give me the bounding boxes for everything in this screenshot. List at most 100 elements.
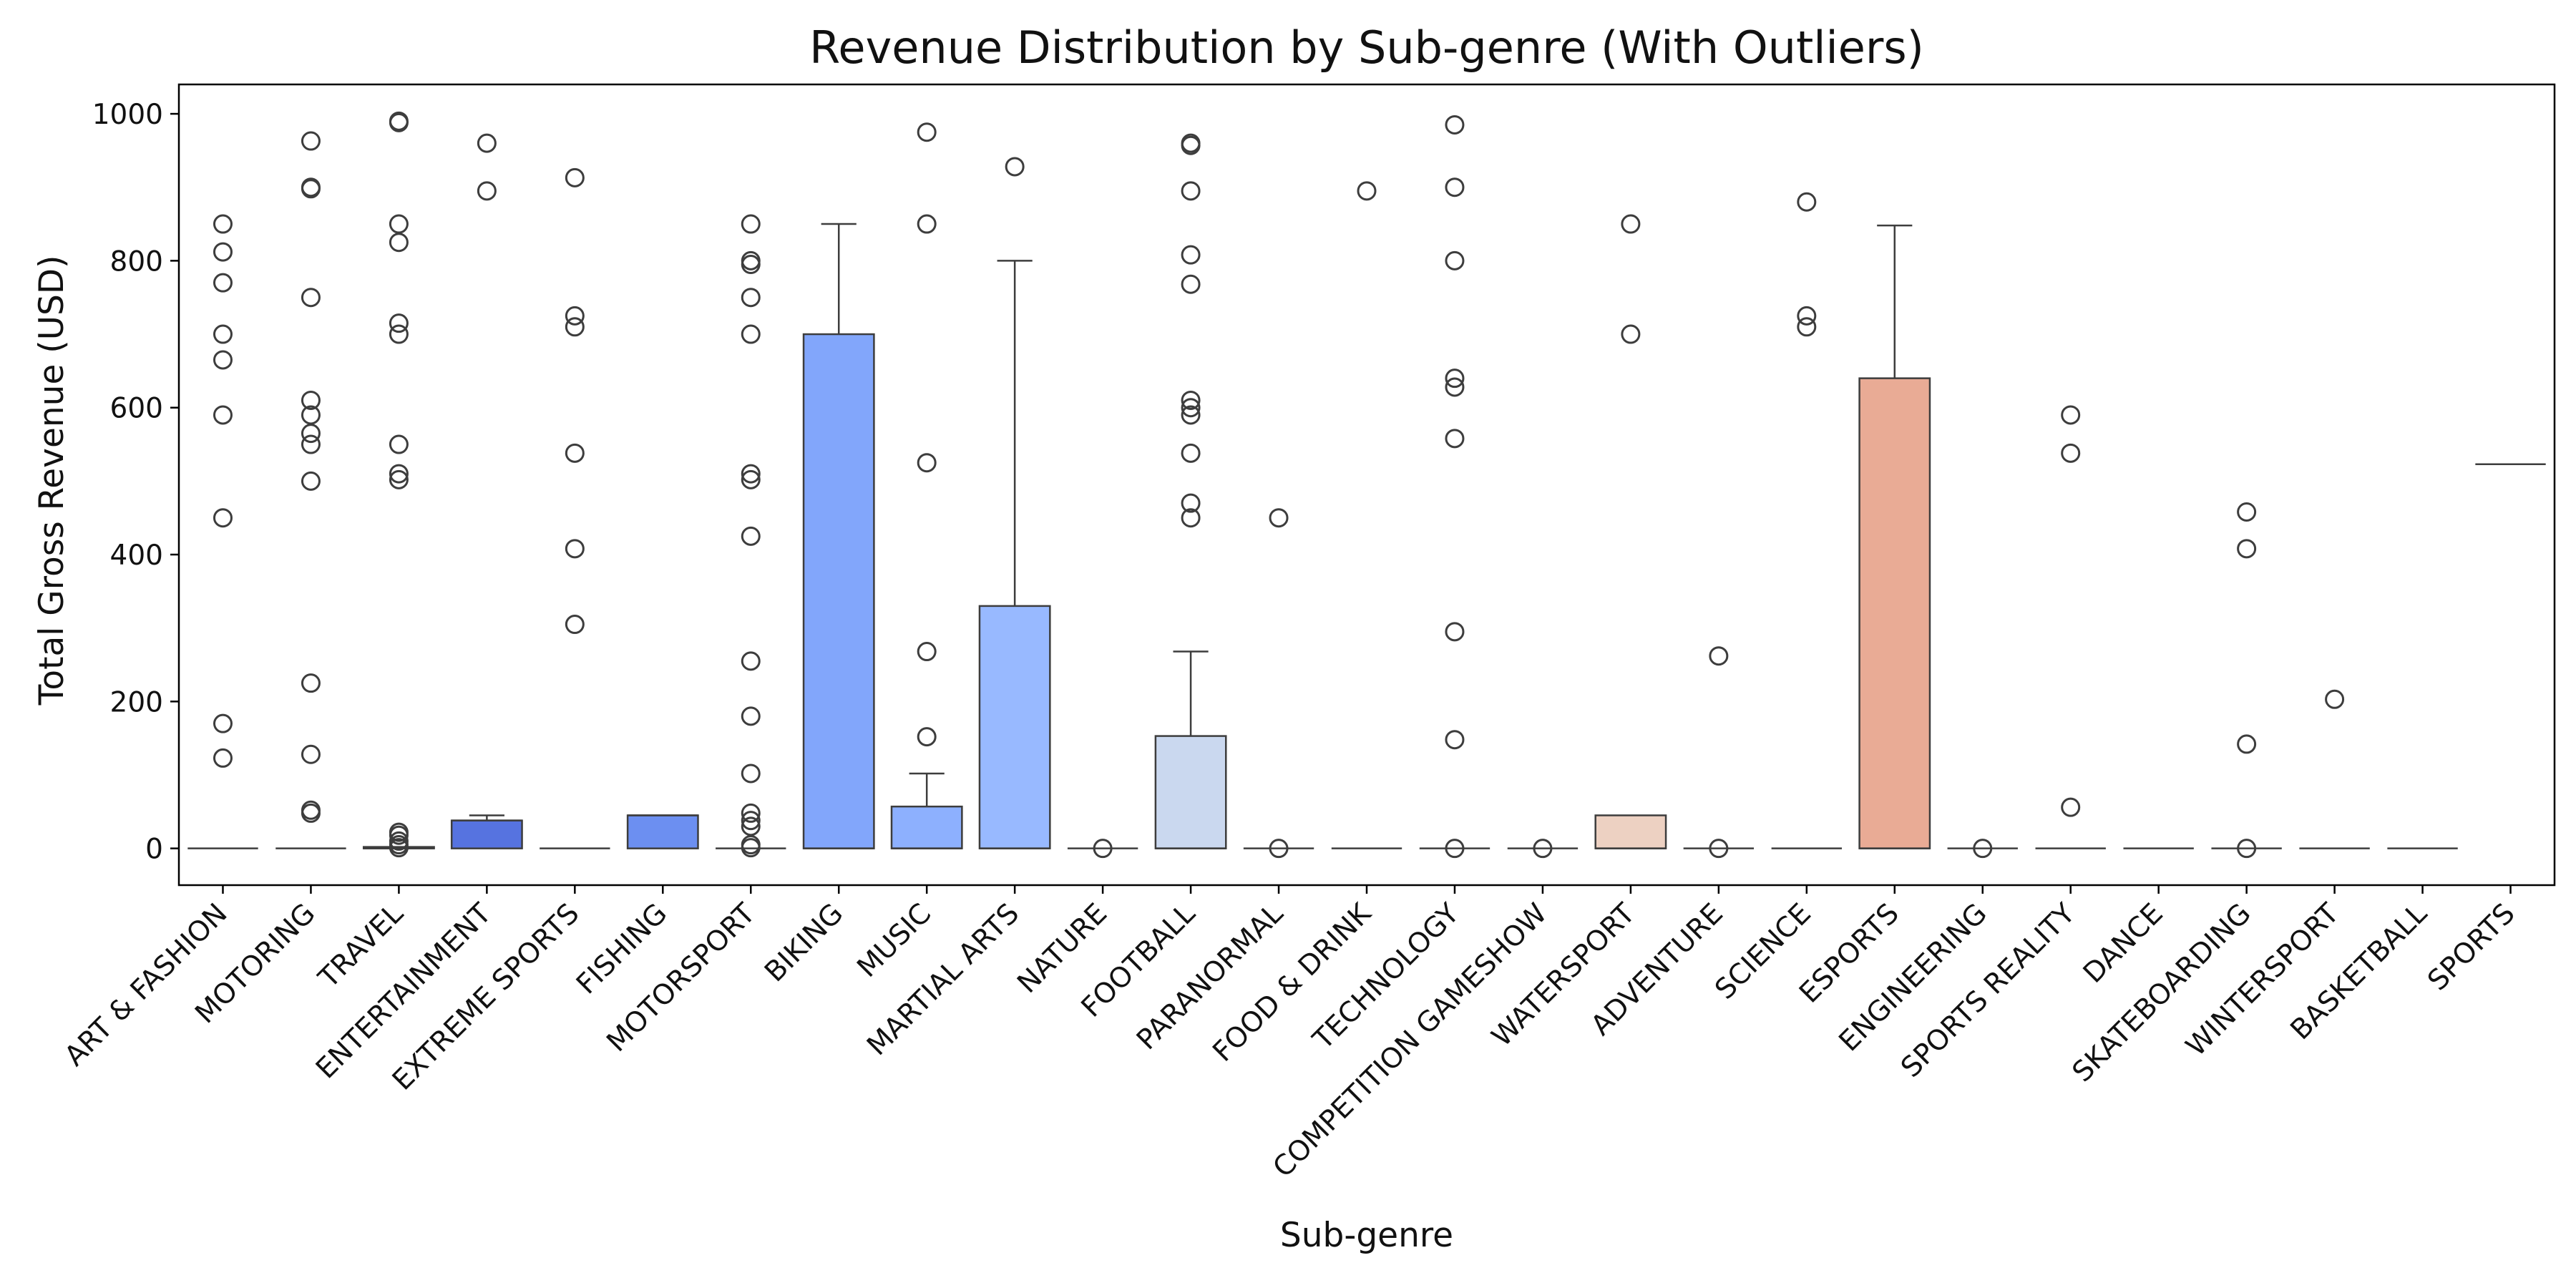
outlier-point xyxy=(1181,443,1201,463)
outlier-point xyxy=(1445,839,1465,859)
x-tick-label: BIKING xyxy=(758,897,849,988)
outlier-point xyxy=(565,615,585,635)
outlier-point xyxy=(1093,839,1113,859)
x-tick-label: MOTORSPORT xyxy=(600,897,761,1058)
y-tick-label: 400 xyxy=(110,540,163,572)
box xyxy=(450,819,523,849)
outlier-point xyxy=(1445,369,1465,389)
outlier-point xyxy=(1181,508,1201,528)
outlier-point xyxy=(1269,839,1289,859)
outlier-point xyxy=(2061,443,2081,463)
x-axis-label: Sub-genre xyxy=(1280,1216,1453,1255)
outlier-point xyxy=(1181,135,1201,155)
outlier-point xyxy=(389,838,409,858)
outlier-point xyxy=(1445,114,1465,135)
y-tick-label: 600 xyxy=(110,393,163,425)
outlier-point xyxy=(1621,324,1641,344)
outlier-point xyxy=(301,405,321,425)
outlier-point xyxy=(741,214,761,234)
outlier-point xyxy=(1445,622,1465,642)
outlier-point xyxy=(741,324,761,344)
outlier-point xyxy=(741,255,761,275)
outlier-point xyxy=(1181,398,1201,418)
outlier-point xyxy=(1797,306,1817,326)
y-tick-label: 1000 xyxy=(92,99,163,131)
outlier-point xyxy=(213,273,233,293)
box xyxy=(890,805,963,849)
box xyxy=(802,333,875,849)
outlier-point xyxy=(2061,405,2081,425)
outlier-point xyxy=(741,803,761,823)
outlier-point xyxy=(1709,646,1729,666)
outlier-point xyxy=(917,122,937,142)
outlier-point xyxy=(1973,839,1993,859)
outlier-point xyxy=(1181,390,1201,410)
outlier-point xyxy=(565,443,585,463)
outlier-point xyxy=(301,471,321,491)
outlier-point xyxy=(741,838,761,858)
outlier-point xyxy=(1445,730,1465,750)
y-axis-label: Total Gross Revenue (USD) xyxy=(32,255,72,706)
outlier-point xyxy=(917,453,937,473)
outlier-point xyxy=(2325,689,2345,709)
outlier-point xyxy=(213,508,233,528)
outlier-point xyxy=(1709,839,1729,859)
outlier-point xyxy=(2237,539,2257,559)
outlier-point xyxy=(389,112,409,132)
outlier-point xyxy=(741,250,761,270)
outlier-point xyxy=(1181,181,1201,201)
outlier-point xyxy=(917,214,937,234)
outlier-point xyxy=(1181,493,1201,513)
outlier-point xyxy=(301,179,321,199)
outlier-point xyxy=(389,233,409,253)
outlier-point xyxy=(301,131,321,151)
outlier-point xyxy=(1621,214,1641,234)
x-tick-label: ART & FASHION xyxy=(59,897,234,1073)
chart-title: Revenue Distribution by Sub-genre (With … xyxy=(809,21,1924,74)
box xyxy=(1858,377,1931,849)
box xyxy=(1594,814,1667,849)
outlier-point xyxy=(213,405,233,425)
outlier-point xyxy=(301,434,321,454)
outlier-point xyxy=(477,133,497,153)
outlier-point xyxy=(1445,250,1465,270)
outlier-point xyxy=(213,350,233,370)
outlier-point xyxy=(389,214,409,234)
outlier-point xyxy=(741,763,761,784)
x-tick-label: MUSIC xyxy=(852,897,938,984)
outlier-point xyxy=(1797,317,1817,337)
outlier-point xyxy=(389,313,409,333)
outlier-point xyxy=(389,825,409,845)
box xyxy=(626,814,699,849)
outlier-point xyxy=(565,539,585,559)
y-tick-label: 200 xyxy=(110,686,163,718)
outlier-point xyxy=(2237,839,2257,859)
outlier-point xyxy=(389,464,409,484)
x-tick-label: FOOD & DRINK xyxy=(1206,897,1378,1068)
outlier-point xyxy=(389,434,409,454)
outlier-point xyxy=(213,748,233,768)
outlier-point xyxy=(1269,508,1289,528)
outlier-point xyxy=(917,642,937,662)
box xyxy=(1154,735,1227,849)
y-tick-label: 800 xyxy=(110,245,163,278)
outlier-point xyxy=(1005,157,1025,177)
outlier-point xyxy=(301,744,321,764)
outlier-point xyxy=(741,288,761,308)
outlier-point xyxy=(1797,192,1817,212)
box xyxy=(978,605,1051,849)
y-tick-label: 0 xyxy=(145,834,163,866)
outlier-point xyxy=(213,713,233,733)
outlier-point xyxy=(213,242,233,262)
outlier-point xyxy=(741,811,761,831)
outlier-point xyxy=(301,673,321,693)
x-tick-label: ENGINEERING xyxy=(1833,897,1994,1058)
outlier-point xyxy=(213,324,233,344)
outlier-point xyxy=(1533,839,1553,859)
outlier-point xyxy=(741,816,761,836)
outlier-point xyxy=(1445,377,1465,397)
outlier-point xyxy=(213,214,233,234)
outlier-point xyxy=(301,424,321,444)
